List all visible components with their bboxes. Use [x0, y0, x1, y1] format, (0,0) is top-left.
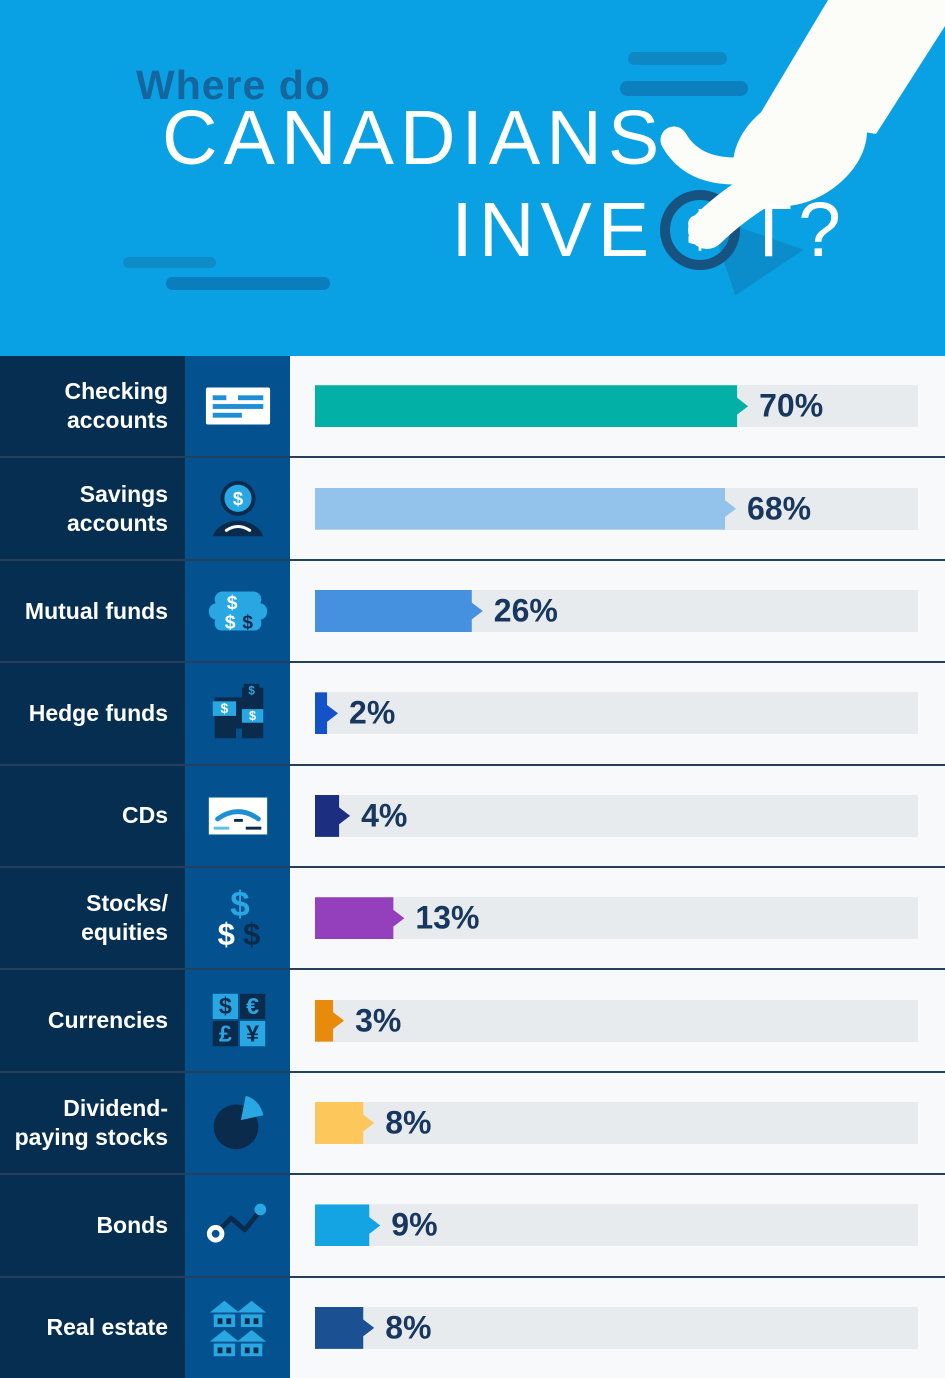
- svg-text:$: $: [249, 709, 256, 723]
- svg-text:$: $: [242, 612, 253, 634]
- row-label: Savings accounts: [0, 458, 185, 559]
- bar-track: 70%: [315, 385, 918, 428]
- decorative-pill: [620, 81, 748, 96]
- row-label: Mutual funds: [0, 560, 185, 662]
- svg-text:$: $: [230, 885, 249, 924]
- bar-value-label: 3%: [355, 1002, 402, 1039]
- svg-text:$: $: [242, 917, 259, 952]
- chart-row-checking-accounts: Checking accounts 70%: [0, 356, 945, 457]
- chart-row-cds: CDs 4%: [0, 763, 945, 867]
- bar-value-label: 26%: [493, 592, 558, 629]
- decorative-pill: [166, 277, 330, 290]
- money-bundle-icon: $ $ $: [208, 591, 267, 634]
- bar-value-label: 9%: [391, 1206, 438, 1243]
- svg-text:$: $: [224, 612, 235, 634]
- bar-track: 3%: [315, 999, 918, 1042]
- bar-fill: [315, 897, 404, 939]
- bar-track: 8%: [315, 1306, 918, 1349]
- person-coin-icon: $: [212, 480, 263, 536]
- title-line3-post: T?: [745, 186, 847, 273]
- chart-row-currencies: Currencies $ € £ ¥ 3%: [0, 968, 945, 1071]
- svg-text:¥: ¥: [246, 1020, 259, 1046]
- decorative-pill: [123, 257, 216, 268]
- svg-text:£: £: [218, 1020, 231, 1046]
- svg-text:$: $: [217, 917, 234, 952]
- row-label: CDs: [0, 765, 185, 867]
- bar-value-label: 70%: [759, 387, 824, 424]
- dollar-symbol: $: [684, 201, 717, 255]
- chart-row-stocks-equities: Stocks/ equities $ $ $ 13%: [0, 866, 945, 969]
- cheque-icon: [205, 387, 270, 425]
- page-title-line2: CANADIANS: [162, 95, 666, 181]
- houses-icon: [209, 1300, 266, 1357]
- certificate-icon: [208, 797, 267, 835]
- row-label: Checking accounts: [0, 356, 185, 457]
- chart-row-hedge-funds: Hedge funds $ $ $ 2%: [0, 661, 945, 764]
- bar-track: 4%: [315, 794, 918, 837]
- bar-fill: [315, 795, 350, 837]
- row-label: Hedge funds: [0, 663, 185, 764]
- svg-text:$: $: [248, 685, 255, 698]
- bar-value-label: 2%: [349, 694, 396, 731]
- bar-value-label: 68%: [747, 490, 812, 527]
- row-label: Real estate: [0, 1277, 185, 1378]
- bar-fill: [315, 1307, 374, 1349]
- bar-track: 2%: [315, 692, 918, 735]
- chart-row-savings-accounts: Savings accounts $ 68%: [0, 456, 945, 559]
- title-small: Where do: [136, 62, 331, 108]
- bar-track: 13%: [315, 897, 918, 940]
- chart-row-bonds: Bonds 9%: [0, 1173, 945, 1276]
- bar-value-label: 4%: [361, 797, 408, 834]
- chart-row-mutual-funds: Mutual funds $ $ $ 26%: [0, 558, 945, 662]
- svg-text:$: $: [226, 592, 237, 614]
- page-title-line3: INVE $ T?: [451, 190, 847, 270]
- row-label: Stocks/ equities: [0, 868, 185, 969]
- svg-text:$: $: [220, 701, 228, 716]
- chart-row-real-estate: Real estate: [0, 1275, 945, 1378]
- bar-fill: [315, 590, 483, 632]
- bar-track: 68%: [315, 487, 918, 530]
- bar-fill: [315, 488, 736, 530]
- currency-grid-icon: $ € £ ¥: [212, 993, 265, 1046]
- chart-rows: Checking accounts 70% Savings accounts: [0, 356, 945, 1378]
- row-label: Bonds: [0, 1175, 185, 1276]
- bar-value-label: 13%: [415, 899, 480, 936]
- bar-track: 9%: [315, 1204, 918, 1247]
- bar-fill: [315, 1204, 380, 1246]
- svg-text:€: €: [246, 993, 259, 1019]
- bar-fill: [315, 385, 748, 427]
- bar-track: 8%: [315, 1102, 918, 1145]
- bar-fill: [315, 692, 338, 734]
- row-label: Currencies: [0, 970, 185, 1071]
- bar-track: 26%: [315, 590, 918, 633]
- svg-text:$: $: [232, 488, 243, 509]
- svg-text:$: $: [218, 993, 231, 1019]
- dollar-coin-icon: $: [660, 190, 741, 270]
- title-line3-pre: INVE: [451, 186, 656, 273]
- buildings-icon: $ $ $: [212, 684, 263, 739]
- pie-chart-icon: [213, 1095, 263, 1150]
- bar-fill: [315, 1102, 374, 1144]
- bar-value-label: 8%: [385, 1309, 432, 1346]
- row-label: Dividend- paying stocks: [0, 1072, 185, 1174]
- line-graph-icon: [206, 1204, 266, 1243]
- bar-fill: [315, 1000, 344, 1042]
- chart-row-dividend-paying-stocks: Dividend- paying stocks 8%: [0, 1070, 945, 1174]
- decorative-pill: [628, 52, 727, 65]
- bar-value-label: 8%: [385, 1104, 432, 1141]
- header: Where do CANADIANS INVE $ T?: [0, 0, 945, 356]
- dollar-signs-icon: $ $ $: [217, 885, 260, 952]
